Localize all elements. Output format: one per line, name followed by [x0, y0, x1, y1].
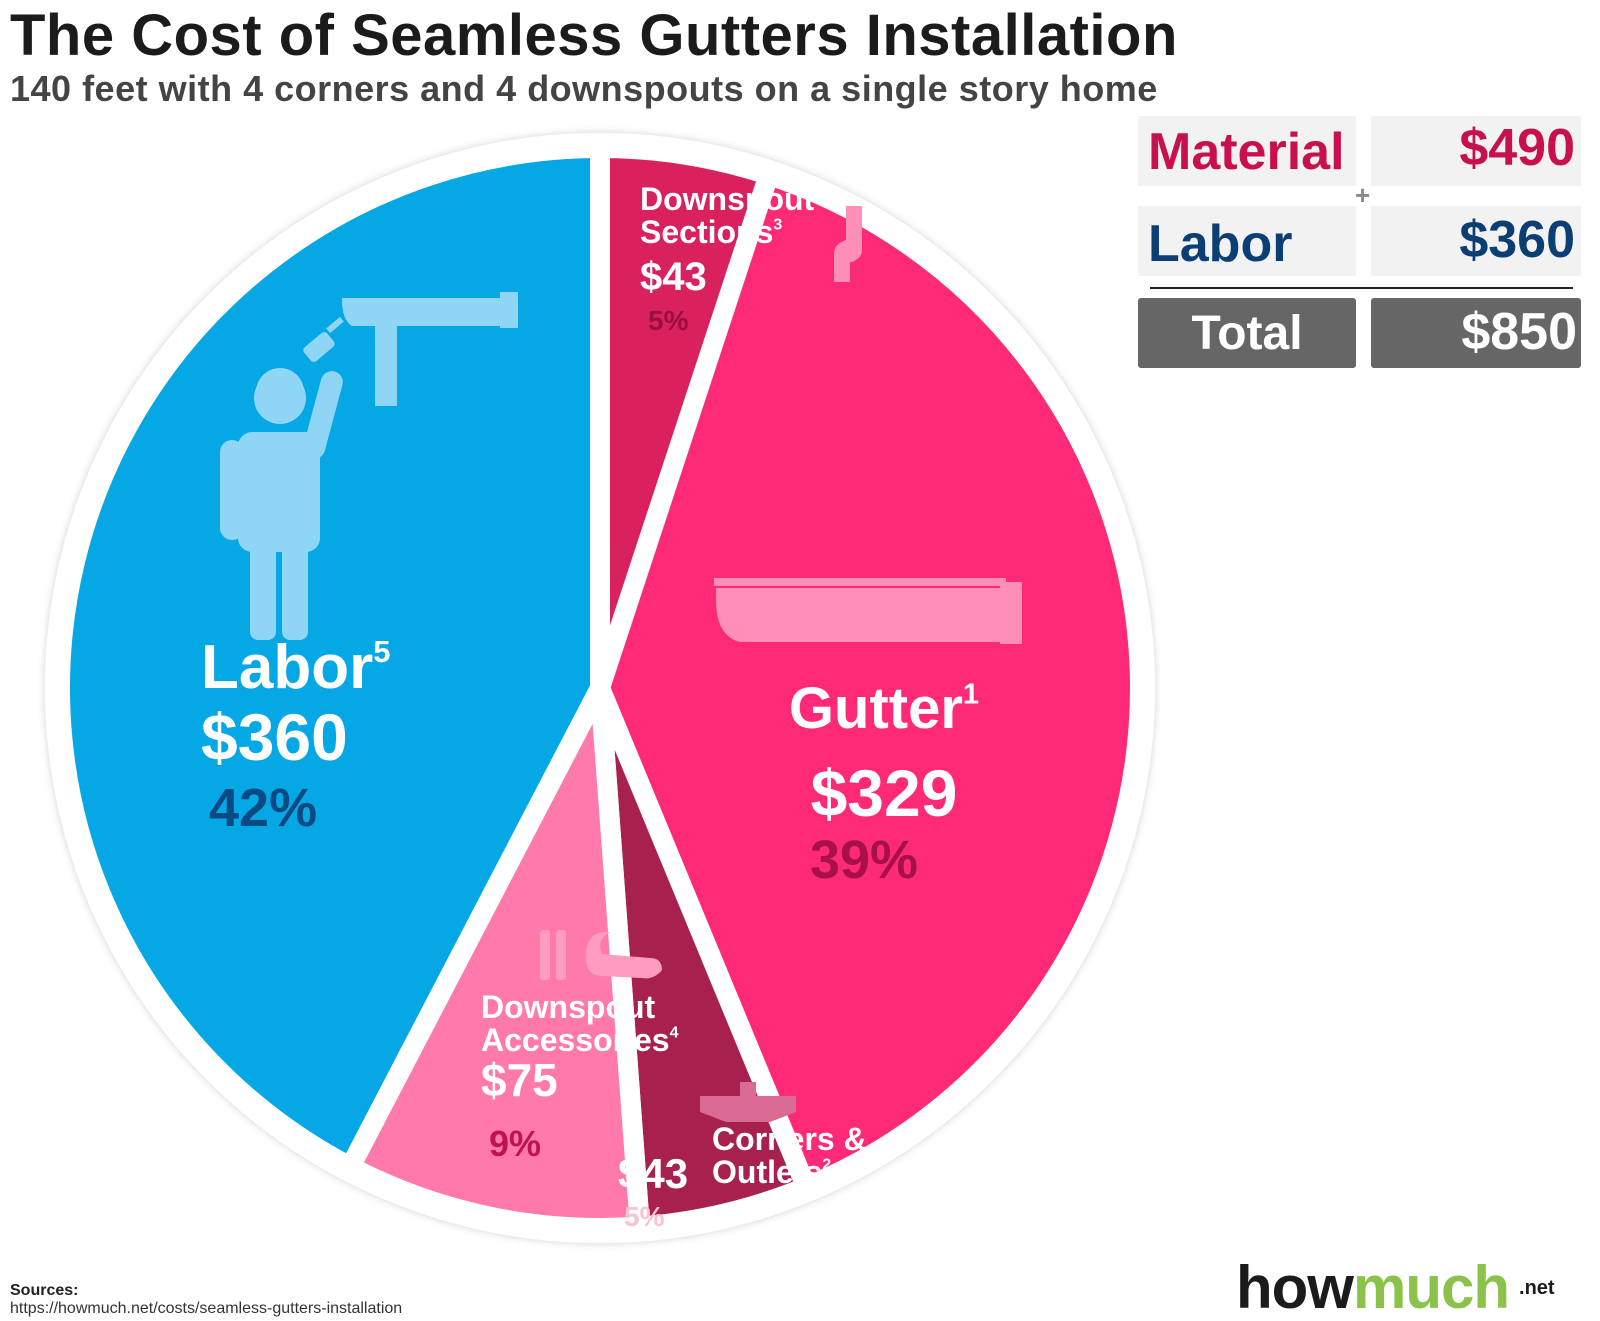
gutter-downspout-icon — [342, 292, 518, 406]
material-label-cell: Material — [1138, 116, 1356, 186]
total-value: $850 — [1461, 303, 1577, 361]
sources-url: https://howmuch.net/costs/seamless-gutte… — [10, 1300, 403, 1317]
material-label: Material — [1148, 123, 1345, 181]
slice-percent-corners-and-outlets: 5% — [624, 1201, 665, 1232]
slice-name-downspout-sections-line-2: Sections3 — [640, 214, 782, 250]
summary-divider — [1150, 287, 1573, 289]
slice-percent-downspout-sections: 5% — [648, 305, 689, 336]
material-value: $490 — [1459, 119, 1575, 177]
slice-name-gutter: Gutter1 — [789, 676, 979, 741]
slice-name-downspout-accessories-line-1: Downspout — [481, 989, 656, 1025]
logo-how: how — [1236, 1254, 1354, 1321]
corner-icon — [700, 1082, 796, 1122]
slice-value-downspout-accessories: $75 — [481, 1054, 558, 1106]
material-value-cell: $490 — [1371, 116, 1581, 186]
howmuch-logo: howmuch .net — [1236, 1258, 1555, 1318]
screws-bracket-icon — [540, 930, 662, 980]
slice-value-downspout-sections: $43 — [640, 255, 707, 299]
slice-name-corners-and-outlets-line-1: Corners & — [712, 1121, 867, 1157]
plus-sign: + — [1355, 180, 1371, 210]
sources-label: Sources: — [10, 1282, 79, 1299]
slice-value-labor: $360 — [201, 700, 348, 774]
slice-value-gutter: $329 — [811, 756, 958, 830]
slice-value-corners-and-outlets: $43 — [618, 1150, 688, 1197]
pie-slice-labor — [50, 138, 610, 1177]
logo-net: .net — [1519, 1277, 1555, 1299]
pie-slice-gutter — [590, 165, 1151, 1198]
worker-icon — [220, 368, 343, 640]
slice-percent-labor: 42% — [209, 778, 317, 838]
total-label-cell: Total — [1138, 298, 1356, 368]
pie-chart: Labor5$36042%DownspoutSections3$435%Gutt… — [45, 133, 1155, 1243]
chart-title: The Cost of Seamless Gutters Installatio… — [10, 3, 1178, 68]
slice-percent-gutter: 39% — [810, 830, 918, 890]
labor-label: Labor — [1148, 215, 1293, 273]
labor-value-cell: $360 — [1371, 206, 1581, 276]
labor-value: $360 — [1459, 211, 1575, 269]
slice-name-downspout-accessories-line-2: Accessories4 — [481, 1022, 679, 1058]
slice-percent-downspout-accessories: 9% — [489, 1123, 541, 1164]
slice-name-downspout-sections-line-1: Downspout — [640, 181, 815, 217]
slice-name-corners-and-outlets-line-2: Outlets2 — [712, 1154, 831, 1190]
total-label: Total — [1191, 307, 1303, 360]
total-value-cell: $850 — [1371, 298, 1581, 368]
drill-icon — [303, 316, 344, 362]
pie-slice-downspout-accessories — [340, 678, 650, 1238]
logo-much: much — [1352, 1254, 1510, 1321]
gutter-icon — [714, 578, 1022, 644]
chart-subtitle: 140 feet with 4 corners and 4 downspouts… — [10, 68, 1158, 109]
downspout-pipe-icon — [834, 206, 862, 282]
labor-label-cell: Labor — [1138, 206, 1356, 276]
slice-name-labor: Labor5 — [201, 633, 390, 702]
